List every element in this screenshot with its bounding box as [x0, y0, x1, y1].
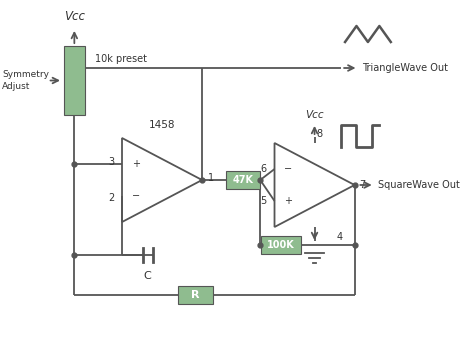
- Text: −: −: [132, 191, 140, 201]
- Text: 3: 3: [108, 157, 114, 167]
- Text: Vcc: Vcc: [64, 10, 85, 23]
- Bar: [178, 286, 212, 304]
- Text: 8: 8: [316, 129, 322, 139]
- Text: 5: 5: [261, 196, 267, 206]
- Text: C: C: [144, 271, 152, 281]
- Text: −: −: [284, 164, 292, 174]
- Bar: [261, 236, 301, 254]
- Text: TriangleWave Out: TriangleWave Out: [362, 63, 448, 73]
- Text: 4: 4: [337, 232, 343, 242]
- Text: Vcc: Vcc: [305, 110, 324, 120]
- Text: +: +: [132, 159, 140, 169]
- Text: Symmetry
Adjust: Symmetry Adjust: [2, 71, 49, 91]
- Bar: [226, 171, 260, 189]
- Text: 1458: 1458: [149, 120, 175, 130]
- Text: R: R: [191, 290, 200, 300]
- Bar: [64, 46, 85, 115]
- Text: 7: 7: [359, 180, 365, 190]
- Text: 6: 6: [261, 164, 267, 174]
- Text: 47K: 47K: [233, 175, 254, 185]
- Text: +: +: [284, 196, 292, 206]
- Text: 1: 1: [208, 173, 214, 183]
- Text: SquareWave Out: SquareWave Out: [378, 180, 460, 190]
- Text: 10k preset: 10k preset: [95, 54, 147, 64]
- Text: 2: 2: [108, 193, 114, 203]
- Text: 100K: 100K: [267, 240, 295, 250]
